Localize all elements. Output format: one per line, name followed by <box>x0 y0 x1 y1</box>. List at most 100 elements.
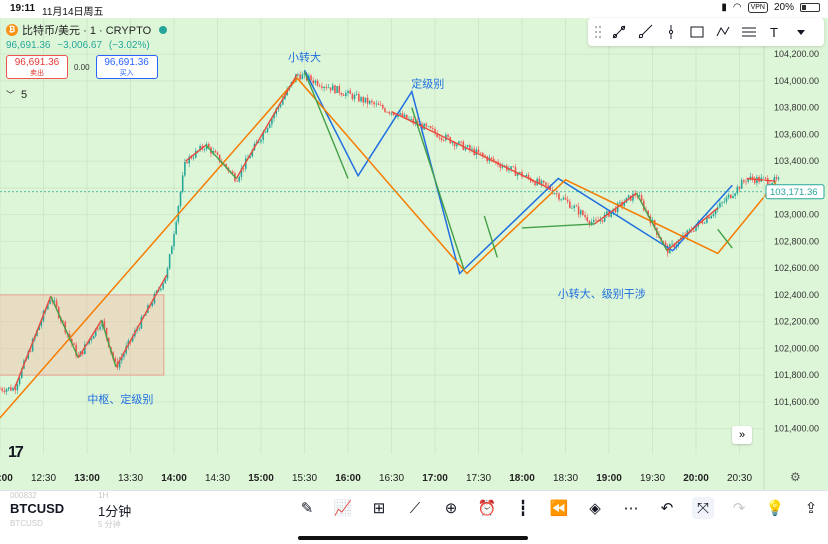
candle-body <box>712 214 715 216</box>
candle-body <box>371 100 373 103</box>
price-chart[interactable]: 101,400.00 101,600.00 101,800.00 102,000.00… <box>0 18 828 490</box>
ghost-symbol-above: 000832 <box>10 491 37 500</box>
ghost-symbol-below: BTCUSD <box>10 519 43 528</box>
candle-body <box>329 87 332 91</box>
replay-icon[interactable]: ⏪ <box>549 500 569 517</box>
candle-body <box>582 210 584 216</box>
candle-body <box>262 132 264 140</box>
candle-body <box>438 137 441 138</box>
candle-body <box>390 112 393 114</box>
candle-body <box>331 85 334 91</box>
dropdown-icon[interactable] <box>792 23 810 41</box>
gear-icon[interactable]: ⚙ <box>790 470 801 484</box>
candle-body <box>173 234 175 247</box>
candle-body <box>12 388 14 391</box>
indicators-icon[interactable]: 📈 <box>333 500 353 517</box>
candle-body <box>373 102 375 105</box>
candle-body <box>677 239 680 245</box>
candle-body <box>730 194 732 199</box>
share-icon[interactable]: ⇪ <box>804 500 818 517</box>
candle-body <box>534 182 536 186</box>
candle-body <box>579 210 582 215</box>
candle-body <box>62 321 64 322</box>
candle-body <box>340 93 343 95</box>
candle-body <box>673 243 676 248</box>
drawings-icon[interactable]: ⟋ <box>409 499 421 517</box>
candle-body <box>138 328 140 330</box>
pen-icon[interactable]: ✎ <box>300 500 314 517</box>
candle-body <box>386 111 388 113</box>
ghost-interval-below: 5 分钟 <box>98 520 121 529</box>
candle-body <box>192 157 195 159</box>
candle-body <box>627 195 630 198</box>
sell-button[interactable]: 96,691.36 卖出 <box>6 55 68 79</box>
scroll-to-realtime-button[interactable]: » <box>732 426 752 444</box>
pattern-icon[interactable] <box>714 23 732 41</box>
buy-button[interactable]: 96,691.36 买入 <box>95 55 158 79</box>
x-tick-label: 13:30 <box>118 473 143 484</box>
green-stroke-line-segment <box>483 215 499 258</box>
candle-icon[interactable]: ┇ <box>518 500 528 517</box>
candle-body <box>577 206 580 215</box>
green-stroke-line-segment <box>635 192 668 252</box>
candle-body <box>706 216 708 223</box>
candle-body <box>81 351 84 355</box>
candle-body <box>436 133 438 138</box>
y-tick-label: 102,000.00 <box>774 343 819 353</box>
vertical-line-icon[interactable] <box>662 23 680 41</box>
vpn-badge: VPN <box>747 2 768 13</box>
last-price-tag <box>765 184 825 200</box>
symbol-selector[interactable]: BTCUSD <box>10 501 65 516</box>
candle-body <box>3 390 6 392</box>
candle-body <box>281 99 284 105</box>
fib-icon[interactable] <box>740 23 758 41</box>
interval-selector[interactable]: 1分钟 <box>98 504 132 519</box>
candle-body <box>271 118 273 125</box>
trend-line-icon[interactable] <box>610 23 628 41</box>
indicator-collapse[interactable]: ﹀ 5 <box>6 88 27 101</box>
candle-body <box>366 97 369 104</box>
collapse-icon[interactable]: ⤧ <box>692 497 714 519</box>
y-tick-label: 101,600.00 <box>774 397 819 407</box>
chart-annotation: 中枢、定级别 <box>87 392 153 406</box>
y-tick-label: 102,600.00 <box>774 263 819 273</box>
candle-body <box>440 137 443 140</box>
candle-body <box>405 114 408 120</box>
candle-body <box>99 326 101 330</box>
ray-icon[interactable] <box>636 23 654 41</box>
chart-annotation: 小转大、级别干涉 <box>558 287 646 301</box>
drag-handle-icon[interactable] <box>594 25 602 39</box>
spread-value: 0.00 <box>74 62 90 72</box>
candle-body <box>447 134 449 138</box>
candle-body <box>249 156 251 159</box>
candle-body <box>740 180 743 189</box>
candle-body <box>181 175 184 192</box>
candle-body <box>118 360 121 368</box>
undo-icon[interactable]: ↶ <box>660 500 674 517</box>
bulb-icon[interactable]: 💡 <box>765 500 785 517</box>
y-tick-label: 104,000.00 <box>774 76 819 86</box>
text-icon[interactable]: T <box>766 23 784 41</box>
candle-body <box>632 193 634 201</box>
chart-area[interactable]: 101,400.00 101,600.00 101,800.00 102,000.00… <box>0 18 828 490</box>
alert-icon[interactable]: ⏰ <box>477 500 497 517</box>
candle-body <box>703 222 706 224</box>
candle-body <box>123 353 125 357</box>
redo-icon[interactable]: ↷ <box>732 500 746 517</box>
layers-icon[interactable]: ◈ <box>589 500 601 517</box>
grid-icon[interactable]: ⊞ <box>372 500 386 517</box>
candle-body <box>484 155 486 157</box>
candle-body <box>540 180 543 184</box>
candle-body <box>323 86 325 88</box>
candle-body <box>603 214 606 222</box>
x-tick-label: 15:00 <box>248 473 274 484</box>
symbol-title[interactable]: 比特币/美元 · 1 · CRYPTO <box>22 25 152 37</box>
rectangle-icon[interactable] <box>688 23 706 41</box>
candle-body <box>53 300 56 302</box>
candle-body <box>349 90 351 94</box>
y-tick-label: 103,600.00 <box>774 129 819 139</box>
candle-body <box>738 186 741 189</box>
more-icon[interactable]: ⋯ <box>623 500 639 517</box>
candle-body <box>527 175 530 178</box>
add-icon[interactable]: ⊕ <box>444 500 458 517</box>
